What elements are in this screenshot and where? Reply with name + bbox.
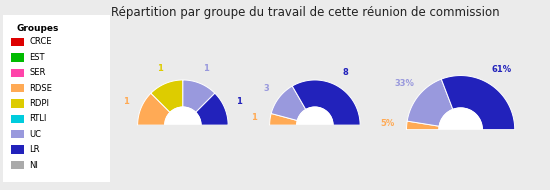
FancyBboxPatch shape bbox=[12, 38, 24, 46]
FancyBboxPatch shape bbox=[12, 69, 24, 77]
Text: 1: 1 bbox=[124, 97, 129, 106]
Text: 8: 8 bbox=[343, 68, 348, 77]
Text: 1: 1 bbox=[251, 113, 257, 122]
Text: 1: 1 bbox=[204, 64, 209, 73]
Bar bbox=[270, 125, 360, 150]
Text: 33%: 33% bbox=[394, 79, 414, 88]
Polygon shape bbox=[270, 113, 298, 125]
Polygon shape bbox=[441, 76, 515, 130]
FancyBboxPatch shape bbox=[12, 84, 24, 92]
Circle shape bbox=[165, 107, 201, 143]
Text: 3: 3 bbox=[263, 84, 270, 93]
Text: NI: NI bbox=[30, 161, 38, 169]
Polygon shape bbox=[271, 86, 306, 120]
Text: CRCE: CRCE bbox=[30, 37, 52, 46]
Bar bbox=[138, 125, 228, 150]
FancyBboxPatch shape bbox=[0, 9, 114, 189]
FancyBboxPatch shape bbox=[12, 130, 24, 139]
Polygon shape bbox=[292, 80, 360, 125]
Text: 1: 1 bbox=[236, 97, 242, 106]
Text: 5%: 5% bbox=[381, 119, 395, 128]
FancyBboxPatch shape bbox=[12, 115, 24, 123]
Polygon shape bbox=[183, 80, 215, 112]
Text: EST: EST bbox=[30, 53, 45, 62]
Polygon shape bbox=[138, 93, 170, 125]
Text: RDPI: RDPI bbox=[30, 99, 50, 108]
Text: RTLI: RTLI bbox=[30, 114, 47, 123]
Text: UC: UC bbox=[30, 130, 42, 139]
Text: RDSE: RDSE bbox=[30, 84, 52, 93]
Polygon shape bbox=[151, 80, 183, 112]
FancyBboxPatch shape bbox=[12, 161, 24, 169]
Polygon shape bbox=[407, 79, 453, 126]
Text: Présents: Présents bbox=[163, 133, 202, 142]
Text: LR: LR bbox=[30, 145, 40, 154]
Polygon shape bbox=[196, 93, 228, 125]
FancyBboxPatch shape bbox=[12, 53, 24, 62]
FancyBboxPatch shape bbox=[12, 146, 24, 154]
Bar bbox=[406, 130, 515, 159]
Text: SER: SER bbox=[30, 68, 46, 77]
FancyBboxPatch shape bbox=[12, 99, 24, 108]
Text: Interventions: Interventions bbox=[285, 133, 345, 142]
Text: Répartition par groupe du travail de cette réunion de commission: Répartition par groupe du travail de cet… bbox=[111, 6, 499, 19]
Polygon shape bbox=[406, 121, 439, 130]
Circle shape bbox=[297, 107, 333, 143]
Circle shape bbox=[439, 108, 482, 151]
Text: Groupes: Groupes bbox=[16, 24, 59, 32]
Text: Temps de parole
(mots prononcés): Temps de parole (mots prononcés) bbox=[421, 139, 500, 159]
Text: 61%: 61% bbox=[492, 65, 512, 74]
Text: 1: 1 bbox=[157, 64, 162, 73]
